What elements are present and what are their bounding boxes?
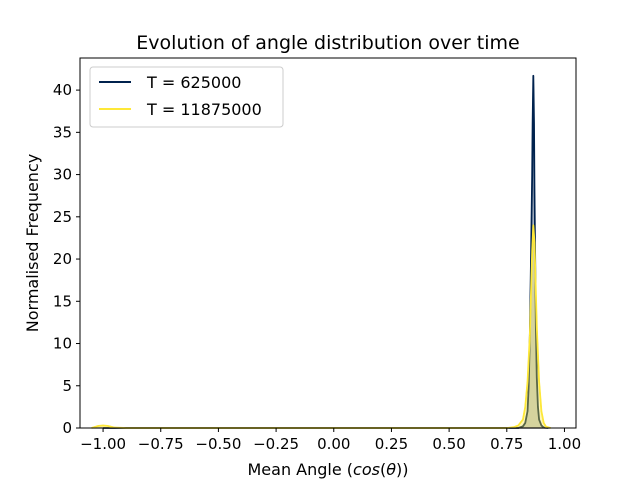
y-tick-label: 20 [53,250,72,268]
y-tick-label: 5 [62,377,72,395]
series-line-1 [103,74,549,429]
legend: T = 625000 T = 11875000 [89,66,284,128]
y-tick-label: 15 [53,292,72,310]
y-tick-label: 10 [53,335,72,353]
x-tick-label: −1.00 [80,435,126,453]
chart-title: Evolution of angle distribution over tim… [136,32,519,54]
axes-frame [79,57,577,429]
x-tick-label: 0.50 [432,435,465,453]
y-tick-label: 30 [53,166,72,184]
series-area-1 [103,75,549,429]
y-axis-label: Normalised Frequency [23,154,42,332]
plot-area [91,74,551,429]
x-axis-label: Mean Angle (cos(θ)) [248,460,409,479]
series-line-2 [91,224,551,429]
legend-label-series-2: T = 11875000 [146,100,262,119]
x-tick-label: 0.25 [375,435,408,453]
y-tick-label: 40 [53,81,72,99]
x-tick-label: −0.50 [195,435,241,453]
legend-label-series-1: T = 625000 [146,73,241,92]
series-area-2 [91,225,551,429]
y-tick-label: 0 [62,419,72,437]
y-axis-ticks: 0 5 10 15 20 25 30 35 40 [53,81,80,437]
x-tick-label: 0.00 [317,435,350,453]
y-tick-label: 25 [53,208,72,226]
x-tick-label: −0.25 [253,435,299,453]
y-tick-label: 35 [53,123,72,141]
x-tick-label: −0.75 [138,435,184,453]
x-tick-label: 1.00 [548,435,581,453]
x-tick-label: 0.75 [490,435,523,453]
x-axis-ticks: −1.00 −0.75 −0.50 −0.25 0.00 0.25 0.50 0.75 1.00 [80,428,581,453]
legend-box [89,66,284,128]
